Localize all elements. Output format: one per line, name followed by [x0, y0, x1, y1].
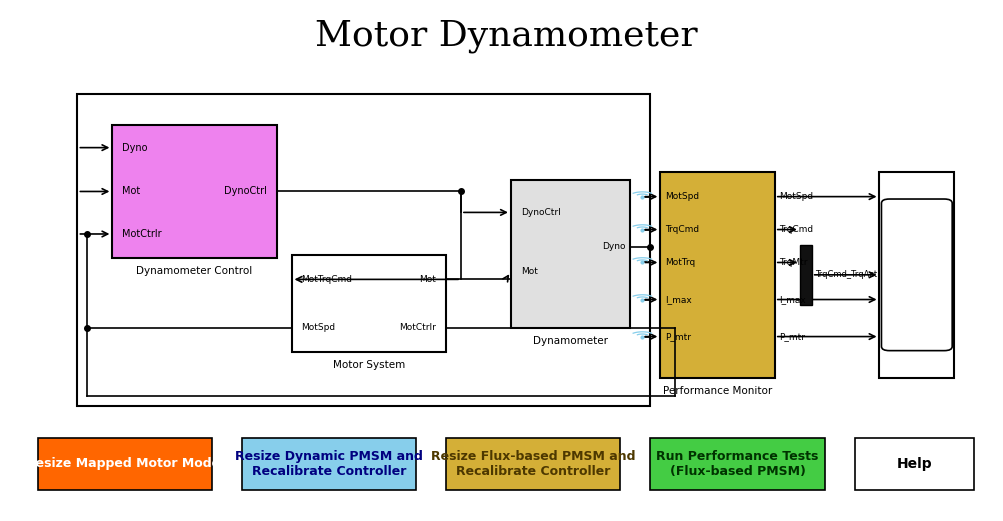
Text: I_max: I_max [778, 295, 804, 304]
Text: MotCtrlr: MotCtrlr [122, 229, 161, 239]
Text: Mot: Mot [521, 267, 538, 276]
FancyBboxPatch shape [112, 125, 277, 258]
FancyBboxPatch shape [511, 180, 630, 328]
Text: Dynamometer: Dynamometer [533, 336, 608, 346]
Text: Performance Monitor: Performance Monitor [662, 386, 771, 396]
Text: MotTrq: MotTrq [665, 258, 695, 267]
Text: TrqCmd: TrqCmd [778, 225, 812, 234]
Bar [77, 94, 650, 406]
Text: MotSpd: MotSpd [301, 323, 335, 332]
Text: I_max: I_max [665, 295, 691, 304]
Text: MotCtrlr: MotCtrlr [399, 323, 435, 332]
Text: Motor System: Motor System [332, 359, 404, 370]
FancyBboxPatch shape [854, 438, 973, 490]
Text: Mot: Mot [122, 187, 140, 196]
Text: P_mtr: P_mtr [665, 332, 691, 341]
FancyBboxPatch shape [879, 172, 953, 378]
FancyBboxPatch shape [291, 255, 445, 352]
Text: Resize Mapped Motor Model: Resize Mapped Motor Model [26, 457, 224, 470]
FancyBboxPatch shape [242, 438, 416, 490]
Text: TrqMtr: TrqMtr [778, 258, 806, 267]
Text: TrqCmd_TrqAct: TrqCmd_TrqAct [813, 270, 876, 279]
Text: MotSpd: MotSpd [665, 192, 699, 201]
FancyBboxPatch shape [660, 172, 774, 378]
Bar [799, 245, 810, 305]
Text: Mot: Mot [419, 275, 435, 284]
Text: DynoCtrl: DynoCtrl [521, 208, 560, 217]
Text: Dyno: Dyno [122, 143, 147, 153]
Text: Resize Dynamic PMSM and
Recalibrate Controller: Resize Dynamic PMSM and Recalibrate Cont… [235, 450, 422, 478]
Text: DynoCtrl: DynoCtrl [224, 187, 267, 196]
Text: Dyno: Dyno [602, 242, 625, 251]
Text: Help: Help [896, 457, 931, 470]
Text: Resize Flux-based PMSM and
Recalibrate Controller: Resize Flux-based PMSM and Recalibrate C… [430, 450, 635, 478]
Text: Run Performance Tests
(Flux-based PMSM): Run Performance Tests (Flux-based PMSM) [656, 450, 817, 478]
Text: Motor Dynamometer: Motor Dynamometer [314, 19, 696, 54]
FancyBboxPatch shape [881, 199, 951, 351]
Text: TrqCmd: TrqCmd [665, 225, 699, 234]
Text: Dynamometer Control: Dynamometer Control [136, 266, 253, 276]
Text: P_mtr: P_mtr [778, 332, 804, 341]
FancyBboxPatch shape [650, 438, 823, 490]
FancyBboxPatch shape [37, 438, 212, 490]
Text: MotSpd: MotSpd [778, 192, 812, 201]
Text: MotTrqCmd: MotTrqCmd [301, 275, 352, 284]
FancyBboxPatch shape [445, 438, 620, 490]
